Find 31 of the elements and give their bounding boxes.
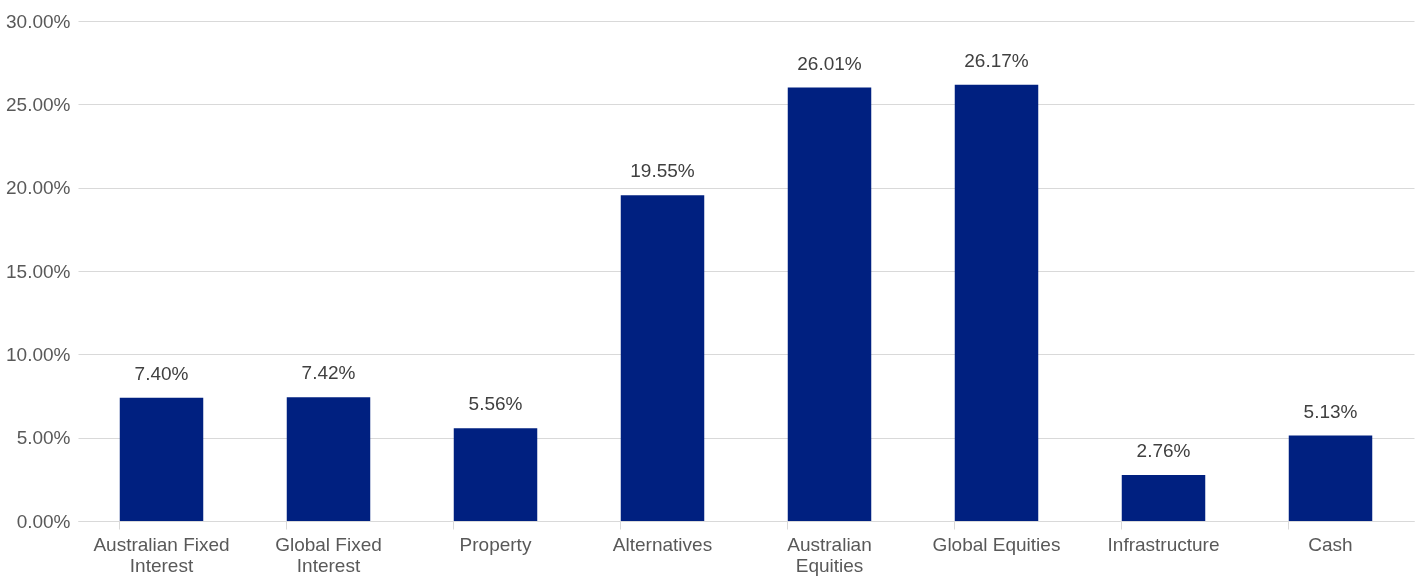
bar <box>286 397 371 521</box>
bar <box>620 195 705 521</box>
bar <box>954 84 1039 521</box>
data-label: 5.13% <box>1303 400 1358 422</box>
bar <box>787 87 872 521</box>
x-tick-label: Global Equities <box>932 533 1061 555</box>
bar <box>1121 475 1206 521</box>
bar <box>119 397 204 521</box>
bar <box>453 428 538 521</box>
y-tick-label: 15.00% <box>6 260 71 282</box>
y-tick-label: 0.00% <box>16 510 71 532</box>
y-tick-label: 5.00% <box>16 427 71 449</box>
x-tick-label: Cash <box>1308 533 1353 555</box>
y-tick-label: 30.00% <box>6 10 71 32</box>
y-tick-label: 20.00% <box>6 177 71 199</box>
data-label: 7.40% <box>134 362 189 384</box>
x-tick-label: Property <box>459 533 532 555</box>
x-tick-label: Australian Fixed Interest <box>93 533 230 576</box>
y-tick-label: 25.00% <box>6 93 71 115</box>
data-label: 7.42% <box>301 362 356 384</box>
y-tick-label: 10.00% <box>6 343 71 365</box>
x-tick-label: Alternatives <box>612 533 713 555</box>
data-label: 5.56% <box>468 393 523 415</box>
data-label: 26.01% <box>797 52 862 74</box>
data-label: 26.17% <box>964 49 1029 71</box>
x-tick-label: Global Fixed Interest <box>275 533 382 576</box>
data-label: 2.76% <box>1136 440 1191 461</box>
x-tick-label: Australian Equities <box>787 533 872 576</box>
bar <box>1288 435 1373 521</box>
data-label: 19.55% <box>630 160 695 182</box>
x-tick-label: Infrastructure <box>1107 533 1220 555</box>
